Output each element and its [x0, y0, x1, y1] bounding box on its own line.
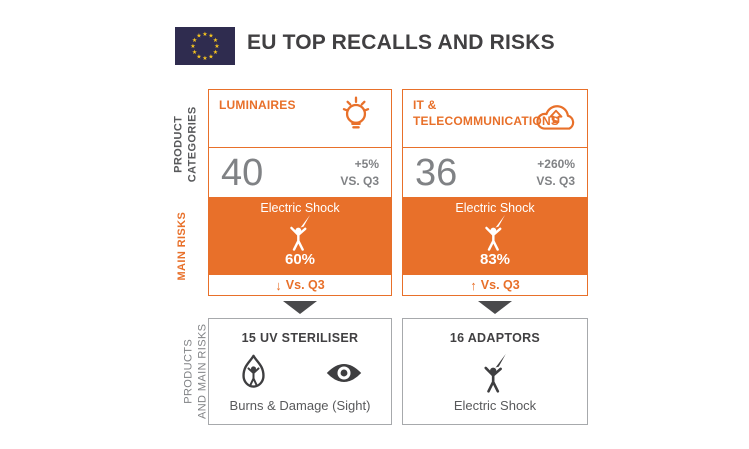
change-vs-label: VS. Q3 — [536, 173, 575, 188]
product-risks-label: Electric Shock — [453, 398, 537, 413]
down-triangle-icon — [478, 301, 512, 314]
electric-shock-icon — [289, 215, 312, 253]
cloud-upload-icon — [533, 102, 579, 135]
svg-text:★: ★ — [202, 31, 207, 38]
risk-label: Electric Shock — [455, 201, 535, 215]
row-label-product-categories: PRODUCT CATEGORIES — [172, 106, 199, 182]
burns-icon — [238, 354, 269, 392]
recall-change: +260% VS. Q3 — [536, 156, 575, 188]
eye-icon — [325, 361, 363, 385]
page-title: EU TOP RECALLS AND RISKS — [247, 31, 555, 54]
change-vs-label: VS. Q3 — [340, 173, 379, 188]
svg-text:★: ★ — [192, 49, 197, 56]
trend-row: ↓ Vs. Q3 — [209, 275, 391, 295]
category-header: IT & TELECOMMUNICATIONS — [403, 90, 587, 147]
svg-text:★: ★ — [213, 49, 218, 56]
category-card-it-telecommunications: IT & TELECOMMUNICATIONS 36 +260% VS. Q3 … — [402, 89, 588, 296]
change-percent: +260% — [537, 157, 575, 172]
trend-down-arrow-icon: ↓ — [275, 277, 282, 293]
risk-label: Electric Shock — [260, 201, 340, 215]
product-card-adaptors: 16 ADAPTORS Electric Shock — [402, 318, 588, 425]
electric-shock-icon — [484, 215, 507, 253]
svg-text:★: ★ — [190, 43, 195, 50]
recall-count-row: 36 +260% VS. Q3 — [403, 147, 587, 197]
trend-label: Vs. Q3 — [480, 278, 520, 292]
risk-percent: 60% — [284, 251, 316, 268]
category-card-luminaires: LUMINAIRES 40 +5% VS. Q3 Electric Shock … — [208, 89, 392, 296]
category-title: IT & TELECOMMUNICATIONS — [413, 98, 560, 128]
svg-text:★: ★ — [213, 37, 218, 44]
recall-count-row: 40 +5% VS. Q3 — [209, 147, 391, 197]
recall-change: +5% VS. Q3 — [340, 156, 379, 188]
row-label-products-and-main-risks: PRODUCTS AND MAIN RISKS — [182, 323, 209, 420]
trend-row: ↑ Vs. Q3 — [403, 275, 587, 295]
svg-text:★: ★ — [208, 54, 213, 61]
main-risk-box: Electric Shock 83% — [403, 197, 587, 275]
lightbulb-icon — [335, 95, 377, 137]
svg-text:★: ★ — [208, 33, 213, 40]
electric-shock-icon — [483, 354, 508, 395]
trend-up-arrow-icon: ↑ — [470, 277, 477, 293]
product-risk-icons — [209, 354, 391, 392]
category-title: LUMINAIRES — [219, 98, 296, 112]
row-label-main-risks: MAIN RISKS — [176, 211, 189, 281]
down-triangle-icon — [283, 301, 317, 314]
trend-label: Vs. Q3 — [285, 278, 325, 292]
product-risk-icons — [403, 354, 587, 395]
svg-text:★: ★ — [196, 54, 201, 61]
change-percent: +5% — [354, 157, 379, 172]
recall-count: 40 — [221, 151, 264, 194]
svg-text:★: ★ — [202, 55, 207, 62]
svg-text:★: ★ — [196, 33, 201, 40]
risk-percent: 83% — [479, 251, 511, 268]
recall-count: 36 — [415, 151, 458, 194]
product-title: 16 ADAPTORS — [449, 331, 541, 345]
main-risk-box: Electric Shock 60% — [209, 197, 391, 275]
product-risks-label: Burns & Damage (Sight) — [229, 398, 371, 413]
product-title: 15 UV STERILISER — [241, 331, 359, 345]
category-header: LUMINAIRES — [209, 90, 391, 147]
svg-text:★: ★ — [214, 43, 219, 50]
eu-flag-icon: ★ ★ ★★ ★★ ★★ ★★ ★★ — [175, 27, 235, 65]
product-card-uv-steriliser: 15 UV STERILISER Burns & Damage (Sight) — [208, 318, 392, 425]
svg-text:★: ★ — [192, 37, 197, 44]
